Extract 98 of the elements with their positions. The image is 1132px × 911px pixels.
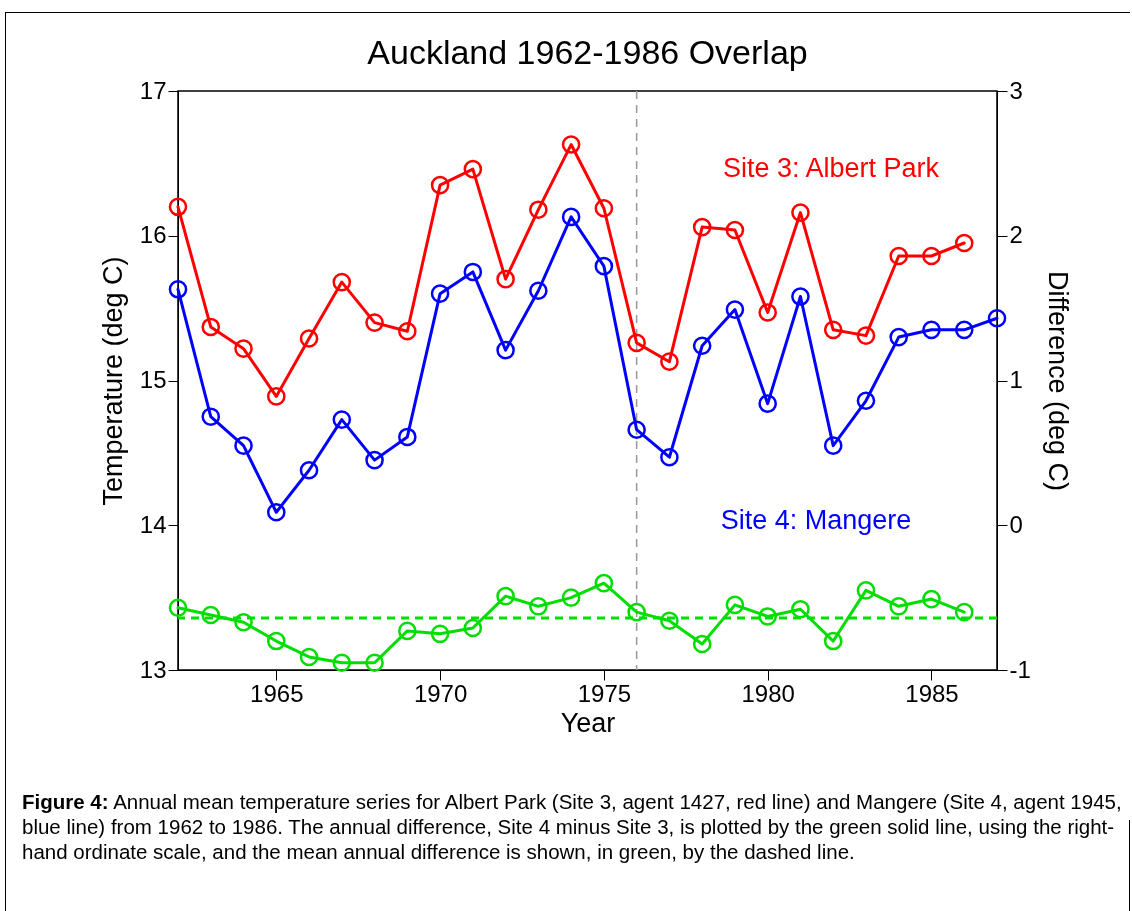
point [234,339,253,358]
point [234,436,253,455]
point [299,460,319,480]
x-tick-label: 1980 [741,679,795,707]
point [692,634,712,654]
point [725,595,745,615]
point [889,327,909,347]
x-tick-label: 1985 [905,679,959,707]
point [365,313,384,332]
point [463,159,483,179]
point [889,597,909,616]
point [954,233,974,253]
point [758,303,777,322]
y-tick-label: 17 [139,76,167,104]
point [299,647,319,667]
x-tick-label: 1975 [577,679,632,707]
point [561,207,581,227]
point [627,420,646,440]
point [856,391,876,411]
point [594,198,614,218]
point [529,200,548,219]
point [299,329,319,348]
y-tick-label: 15 [139,366,167,393]
point [332,272,352,292]
point [201,317,221,337]
point [791,599,810,619]
chart-title: Auckland 1962-1986 Overlap [367,33,808,71]
point [954,320,974,340]
y2-axis-title: Difference (deg C) [1042,270,1073,492]
point [823,631,843,651]
point [529,597,548,616]
point [168,598,188,618]
point [856,581,876,600]
point [889,246,909,266]
point [660,611,679,631]
point [496,340,515,360]
x-tick-label: 1970 [413,679,468,707]
point [168,197,188,217]
point [496,269,515,289]
point [365,653,384,673]
point [332,410,352,429]
y-tick-label: 16 [139,221,167,249]
point [332,653,352,673]
point [398,321,417,341]
point [627,602,646,622]
point [922,320,941,340]
point [692,336,712,356]
point [856,326,876,345]
y2-tick-label: 0 [1009,510,1023,538]
point [954,602,974,622]
x-axis-title: Year [560,707,616,738]
point [496,586,515,606]
point [561,588,581,607]
point [758,394,777,413]
text: Site 4: Mangere [720,505,912,535]
point [234,612,253,632]
point [627,333,646,353]
point [398,427,417,447]
series-label: Site 3: Albert Park [722,153,940,183]
point [463,262,483,282]
point [823,436,843,455]
point [758,607,777,626]
point [266,502,286,522]
point [430,624,450,644]
point [791,287,810,306]
point [365,450,384,470]
x-tick-label: 1965 [250,679,304,707]
point [168,280,188,299]
point [987,308,1007,328]
point [922,589,941,609]
point [660,352,679,371]
y-tick-label: 14 [139,510,167,538]
y2-tick-label: 2 [1009,221,1023,249]
y-tick-label: 13 [139,655,167,683]
y2-tick-label: 3 [1009,76,1023,104]
point [594,256,614,276]
y2-tick-label: 1 [1009,366,1023,393]
point [922,246,941,266]
point [660,447,679,467]
point [201,407,221,426]
point [529,281,548,301]
point [791,203,810,222]
point [725,300,745,319]
point [692,217,712,237]
point [430,284,450,303]
y-axis-title: Temperature (deg C) [97,256,128,506]
point [561,135,581,154]
point [594,573,614,593]
y2-tick-label: -1 [1009,655,1031,683]
point [398,621,417,641]
point [463,618,483,638]
caption: Figure 4: Annual mean temperature series for Albert Park (Site 3, agent 1427, red line) and Mangere (Site 4, agent 1945, blue line) from 1962 to 1986. The annual difference, Site 4 minus Site 3, is plotted by the green solid line, using the right-hand ordinate scale, and the mean annual difference is shown, in green, by the dashed line. [22,789,1122,864]
point [266,631,286,651]
point [725,220,745,240]
point [430,175,450,195]
point [201,605,221,625]
point [823,320,843,340]
point [266,387,286,406]
